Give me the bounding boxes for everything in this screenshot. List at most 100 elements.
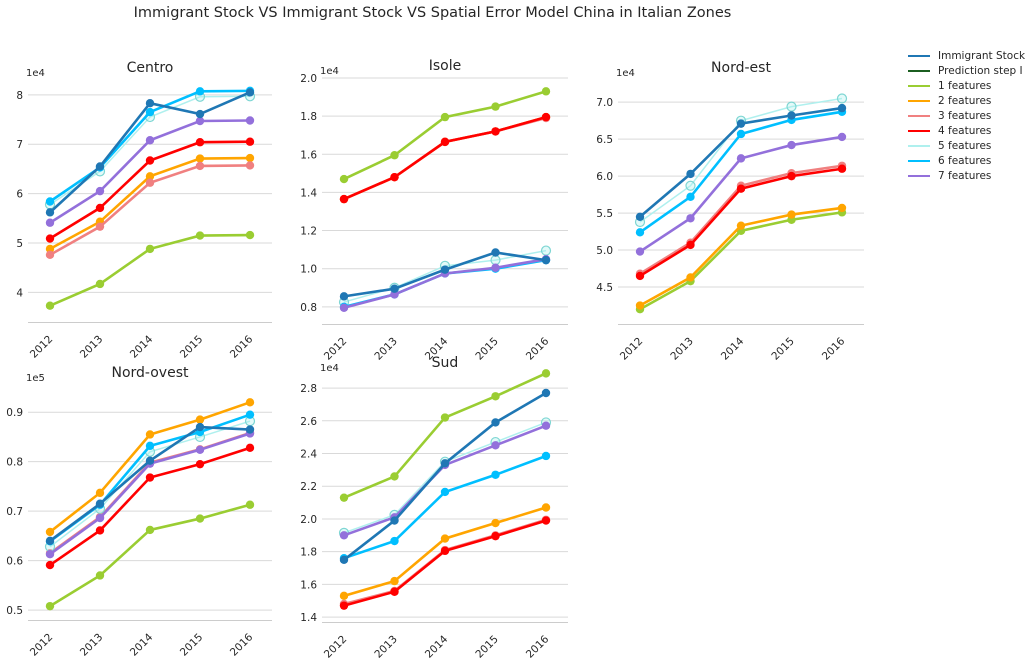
- legend-item: 4 features: [908, 123, 1025, 138]
- x-tick-label: 2015: [473, 633, 500, 658]
- data-point: [195, 87, 205, 96]
- axis-exponent-label: 1e4: [26, 68, 45, 79]
- data-point: [195, 161, 205, 171]
- data-point: [195, 415, 205, 424]
- y-tick-label: 1.0: [300, 264, 317, 276]
- data-point: [195, 445, 205, 455]
- subplot-centro: 4 5 6 7 8 2012 2013 2014 2015 2016 Centro 1e4: [16, 60, 272, 361]
- x-tick-label: 2013: [78, 631, 105, 658]
- data-point: [95, 162, 105, 171]
- data-point: [491, 441, 500, 450]
- legend-item: 2 features: [908, 93, 1025, 108]
- data-point: [837, 164, 847, 173]
- data-point: [491, 392, 500, 401]
- data-point: [95, 513, 105, 523]
- axis-exponent-label: 1e5: [26, 373, 45, 384]
- data-point: [440, 487, 450, 497]
- data-point: [390, 587, 399, 596]
- legend-item: 6 features: [908, 153, 1025, 168]
- legend-label: 1 features: [938, 79, 992, 92]
- legend-item: 3 features: [908, 108, 1025, 123]
- x-tick-label: 2016: [820, 335, 848, 363]
- x-tick-label: 2015: [178, 631, 205, 658]
- series-line: [343, 115, 547, 201]
- axis-exponent-label: 1e4: [320, 363, 339, 374]
- data-point: [195, 422, 205, 432]
- data-point: [635, 301, 645, 310]
- legend-label: 7 features: [938, 169, 992, 182]
- data-point: [45, 536, 55, 546]
- x-tick-label: 2012: [28, 631, 55, 658]
- series-line: [343, 454, 547, 560]
- y-tick-label: 0.5: [6, 605, 23, 617]
- data-point: [95, 279, 105, 289]
- data-point: [440, 413, 450, 422]
- data-point: [836, 93, 848, 104]
- y-tick-label: 2.0: [300, 73, 317, 85]
- data-point: [541, 87, 551, 96]
- data-point: [491, 470, 500, 479]
- data-point: [245, 153, 255, 163]
- data-point: [491, 418, 500, 427]
- data-point: [339, 174, 349, 184]
- legend-label: 2 features: [938, 94, 992, 107]
- y-tick-label: 0.6: [6, 556, 23, 568]
- data-point: [195, 514, 205, 523]
- x-tick-label: 2014: [128, 333, 156, 361]
- y-tick-label: 0.8: [300, 302, 317, 314]
- data-point: [145, 107, 155, 117]
- data-point: [245, 116, 255, 125]
- axis-exponent-label: 1e4: [320, 66, 339, 77]
- data-point: [635, 228, 645, 237]
- data-point: [440, 112, 450, 122]
- data-point: [837, 103, 847, 113]
- series-line: [343, 519, 547, 607]
- data-point: [736, 154, 746, 163]
- axis-exponent-label: 1e4: [616, 68, 635, 79]
- y-tick-label: 4.5: [596, 282, 613, 294]
- data-point: [145, 172, 155, 181]
- data-point: [339, 591, 349, 601]
- data-point: [635, 212, 645, 221]
- data-point: [145, 473, 155, 482]
- data-point: [686, 192, 695, 202]
- data-point: [541, 516, 551, 525]
- data-point: [440, 546, 450, 556]
- data-point: [45, 560, 55, 570]
- data-point: [245, 230, 255, 240]
- data-point: [45, 218, 55, 227]
- data-point: [541, 112, 551, 122]
- y-tick-label: 6.5: [596, 134, 613, 146]
- data-point: [145, 136, 155, 145]
- x-tick-label: 2016: [228, 333, 256, 361]
- x-tick-label: 2016: [524, 335, 552, 363]
- data-point: [145, 456, 155, 465]
- data-point: [95, 203, 105, 213]
- data-point: [145, 441, 155, 451]
- data-point: [45, 244, 55, 254]
- legend-label: Prediction step I: [938, 64, 1023, 77]
- y-tick-label: 1.2: [300, 226, 317, 238]
- data-point: [390, 536, 399, 546]
- data-point: [541, 503, 551, 512]
- data-point: [95, 222, 105, 231]
- x-tick-label: 2015: [769, 335, 796, 362]
- y-tick-label: 2.2: [300, 481, 317, 493]
- subplot-title: Isole: [429, 58, 462, 74]
- data-point: [540, 245, 552, 256]
- x-tick-label: 2014: [423, 633, 451, 658]
- data-point: [195, 459, 205, 469]
- data-point: [245, 161, 255, 170]
- y-tick-label: 1.6: [300, 149, 317, 161]
- data-point: [491, 263, 500, 272]
- data-point: [541, 369, 551, 378]
- data-point: [145, 525, 155, 535]
- data-point: [390, 284, 399, 293]
- data-point: [787, 140, 796, 150]
- data-point: [736, 119, 746, 128]
- data-point: [195, 109, 205, 119]
- data-point: [95, 499, 105, 508]
- x-tick-label: 2014: [128, 631, 156, 658]
- subplot-nord-est: 4.5 5.0 5.5 6.0 6.5 7.0 2012 2013 2014 2015 2016 No…: [596, 60, 864, 363]
